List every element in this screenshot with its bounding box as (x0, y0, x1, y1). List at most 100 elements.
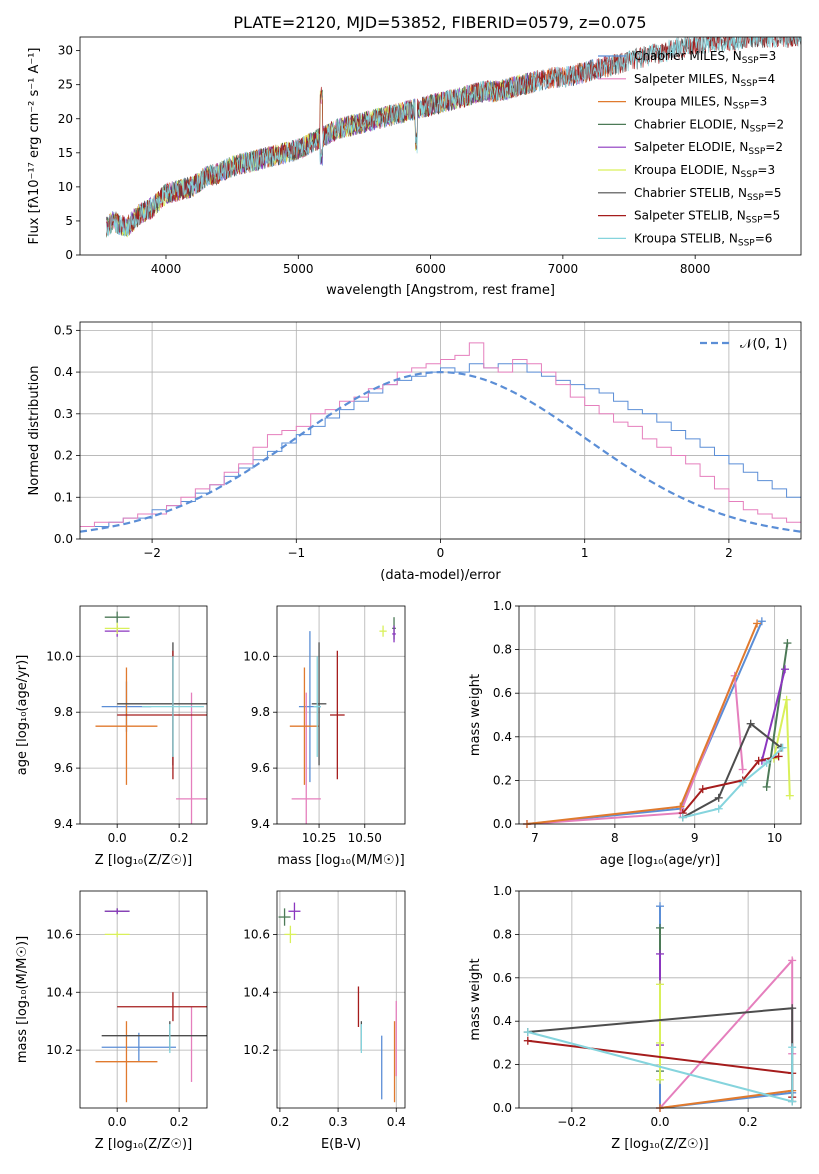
panel-mass_weight_vs_age: 7 8 9 10 0.0 0.2 0.4 0.6 0.8 1.0 age [log₁₀(age/yr… (468, 599, 802, 868)
x-tick-label: 0.2 (170, 831, 189, 845)
y-axis-label: Flux [fλ10⁻¹⁷ erg cm⁻² s⁻¹ A⁻¹] (27, 48, 42, 245)
y-tick-label: 9.4 (54, 817, 73, 831)
x-axis-label: mass [log₁₀(M/M☉)] (277, 853, 404, 868)
legend-label: Chabrier STELIB, NSSP=5 (634, 186, 782, 203)
x-tick-label: 0.0 (108, 831, 127, 845)
panel-spectrum: 4000 5000 6000 7000 8000 0 5 10 15 20 25 30 Chabrier… (27, 36, 802, 298)
weight-line (659, 1089, 793, 1109)
legend-label: Chabrier ELODIE, NSSP=2 (634, 117, 784, 134)
x-tick-label: 9 (691, 831, 699, 845)
plot-frame (79, 321, 802, 540)
legend-label: Kroupa STELIB, NSSP=6 (634, 231, 772, 248)
x-tick-label: 10.50 (348, 831, 382, 845)
plot-frame (518, 890, 802, 1109)
y-tick-label: 10.0 (243, 649, 270, 663)
panel-age_vs_Z: 0.0 0.2 9.4 9.6 9.8 10.0 Z [log₁₀(Z/Z☉)] age [l… (15, 605, 208, 868)
y-tick-label: 0.4 (493, 1014, 512, 1028)
legend-label: Kroupa ELODIE, NSSP=3 (634, 163, 775, 180)
plot-frame (79, 605, 208, 825)
y-tick-label: 0.8 (493, 927, 512, 941)
x-tick-label: 0.2 (170, 1115, 189, 1129)
panel-mass_vs_ebv: 0.2 0.3 0.4 10.2 10.4 10.6 E(B-V) (243, 890, 406, 1152)
weight-line (526, 675, 744, 825)
y-tick-label: 10.2 (46, 1043, 73, 1057)
x-tick-label: 2 (725, 546, 733, 560)
x-tick-label: −0.2 (557, 1115, 586, 1129)
x-axis-label: Z [log₁₀(Z/Z☉)] (95, 853, 192, 868)
y-tick-label: 20 (58, 112, 73, 126)
y-tick-label: 0.8 (493, 643, 512, 657)
normal-curve (79, 370, 802, 533)
spectrum-line (106, 37, 801, 237)
y-tick-label: 9.8 (251, 705, 270, 719)
x-tick-label: 0 (437, 546, 445, 560)
x-axis-label: E(B-V) (321, 1137, 361, 1152)
y-tick-label: 0.6 (493, 971, 512, 985)
y-tick-label: 0.0 (493, 1101, 512, 1115)
y-tick-label: 10 (58, 180, 73, 194)
y-tick-label: 0.2 (493, 1058, 512, 1072)
plot-frame (79, 36, 802, 256)
figure-title: PLATE=2120, MJD=53852, FIBERID=0579, z=0… (233, 13, 646, 32)
x-axis-label: Z [log₁₀(Z/Z☉)] (611, 1137, 708, 1152)
x-axis-label: age [log₁₀(age/yr)] (600, 853, 721, 868)
x-tick-label: 0.0 (108, 1115, 127, 1129)
y-tick-label: 10.0 (46, 649, 73, 663)
y-tick-label: 10.6 (46, 927, 73, 941)
legend-label: Salpeter MILES, NSSP=4 (634, 72, 775, 89)
x-tick-label: 8000 (680, 262, 711, 276)
x-tick-label: 8 (611, 831, 619, 845)
spectrum-line (106, 37, 800, 236)
y-tick-label: 25 (58, 78, 73, 92)
y-tick-label: 0.4 (493, 730, 512, 744)
x-tick-label: 0.4 (387, 1115, 406, 1129)
y-tick-label: 0.2 (493, 773, 512, 787)
x-tick-label: 5000 (283, 262, 314, 276)
y-axis-label: mass weight (468, 674, 483, 756)
x-tick-label: 1 (581, 546, 589, 560)
y-tick-label: 15 (58, 146, 73, 160)
y-tick-label: 0.6 (493, 686, 512, 700)
y-tick-label: 10.2 (243, 1043, 270, 1057)
y-tick-label: 10.6 (243, 927, 270, 941)
x-tick-label: −1 (287, 546, 305, 560)
plot-frame (276, 890, 406, 1109)
x-tick-label: 10.25 (302, 831, 336, 845)
panel-age_vs_mass: 10.25 10.50 9.4 9.6 9.8 10.0 mass [log₁₀(M/M☉)… (243, 605, 406, 868)
y-tick-label: 0.5 (54, 323, 73, 337)
x-tick-label: 7000 (548, 262, 579, 276)
weight-line (526, 620, 763, 825)
x-tick-label: 0.0 (650, 1115, 669, 1129)
y-tick-label: 10.4 (46, 985, 73, 999)
y-tick-label: 0 (65, 248, 73, 262)
y-tick-label: 0.2 (54, 449, 73, 463)
y-tick-label: 30 (58, 44, 73, 58)
legend-label: 𝒩(0, 1) (740, 337, 787, 352)
panel-residuals: −2 −1 0 1 2 0.0 0.1 0.2 0.3 0.4 0.5 𝒩(0, 1) (data-mo… (27, 321, 802, 583)
y-tick-label: 9.8 (54, 705, 73, 719)
y-tick-label: 0.3 (54, 407, 73, 421)
y-tick-label: 5 (65, 214, 73, 228)
y-tick-label: 1.0 (493, 884, 512, 898)
y-tick-label: 0.0 (54, 532, 73, 546)
plot-frame (79, 890, 208, 1109)
legend-label: Chabrier MILES, NSSP=3 (634, 49, 776, 66)
y-tick-label: 0.1 (54, 490, 73, 504)
panel-mass_vs_Z: 0.0 0.2 10.2 10.4 10.6 Z [log₁₀(Z/Z☉)] mass [l… (15, 890, 208, 1152)
x-tick-label: −2 (143, 546, 161, 560)
x-tick-label: 0.2 (270, 1115, 289, 1129)
x-tick-label: 0.2 (739, 1115, 758, 1129)
x-tick-label: 6000 (415, 262, 446, 276)
x-tick-label: 7 (531, 831, 539, 845)
weight-line (659, 906, 793, 1110)
y-tick-label: 9.6 (251, 761, 270, 775)
x-tick-label: 0.3 (329, 1115, 348, 1129)
x-axis-label: Z [log₁₀(Z/Z☉)] (95, 1137, 192, 1152)
y-tick-label: 0.0 (493, 817, 512, 831)
legend-label: Salpeter ELODIE, NSSP=2 (634, 140, 783, 157)
weight-line (659, 957, 794, 1109)
y-tick-label: 0.4 (54, 365, 73, 379)
plot-frame (276, 605, 406, 825)
x-tick-label: 10 (767, 831, 782, 845)
